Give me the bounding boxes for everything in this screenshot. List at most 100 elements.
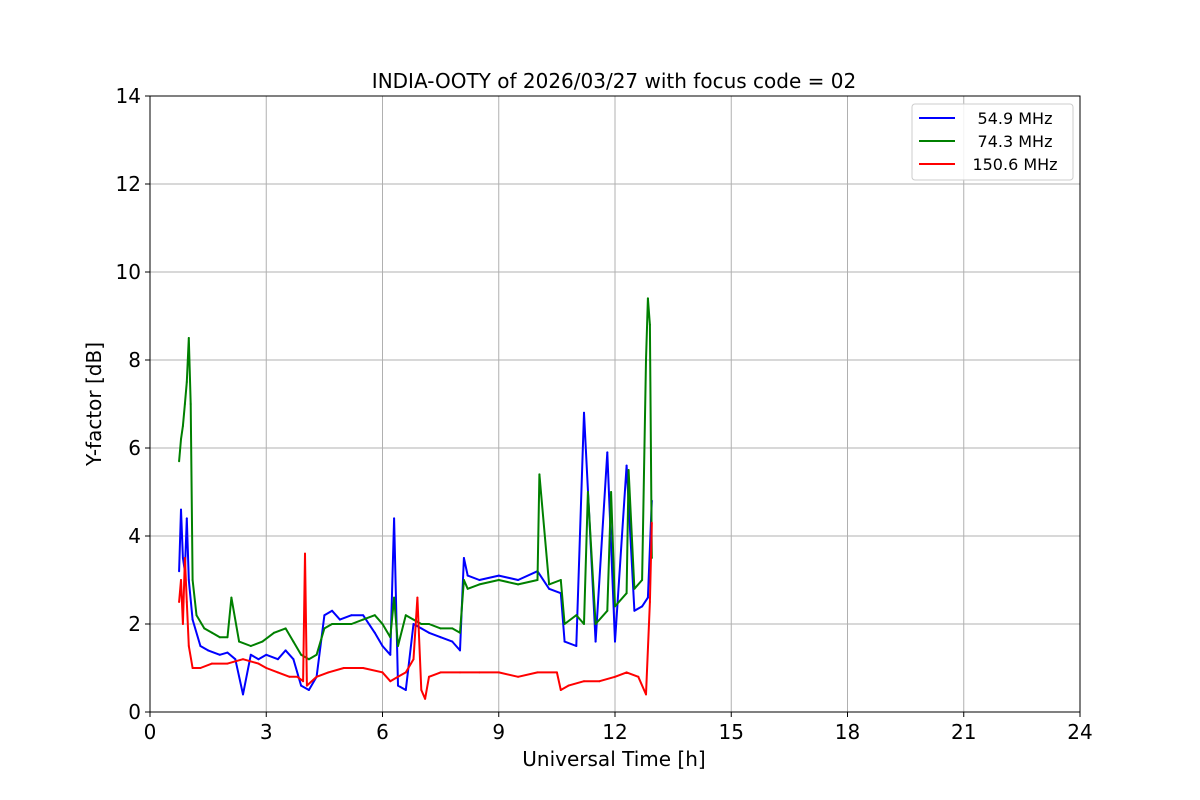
data-point <box>323 614 326 617</box>
data-point <box>199 667 202 669</box>
data-point <box>300 653 303 656</box>
series-2 <box>178 297 653 661</box>
data-point <box>381 623 384 625</box>
data-point <box>315 675 318 678</box>
data-point <box>242 658 244 661</box>
data-point <box>583 623 585 625</box>
data-point <box>191 579 194 581</box>
data-point <box>466 574 469 577</box>
data-point <box>606 451 609 454</box>
data-point <box>420 623 423 625</box>
data-point <box>185 601 188 603</box>
data-point <box>257 662 260 665</box>
x-tick-label: 0 <box>144 720 157 744</box>
data-point <box>185 517 188 520</box>
data-point <box>207 649 210 652</box>
data-point <box>185 381 188 383</box>
data-point <box>633 587 636 590</box>
data-point <box>180 579 182 581</box>
data-point <box>203 627 206 630</box>
data-point <box>478 671 481 674</box>
x-ticks: 0 3 6 9 12 15 18 21 24 <box>144 712 1093 744</box>
data-point <box>195 614 198 617</box>
data-point <box>497 574 500 577</box>
data-point <box>350 614 353 617</box>
data-point <box>559 689 562 691</box>
data-point <box>439 671 442 674</box>
data-point <box>416 596 419 599</box>
data-point <box>181 425 184 427</box>
data-point <box>538 473 541 476</box>
y-tick-label: 14 <box>116 84 141 108</box>
data-point <box>226 651 229 654</box>
x-tick-label: 9 <box>492 720 505 744</box>
data-point <box>304 552 306 555</box>
data-point <box>517 583 520 586</box>
data-point <box>191 618 194 621</box>
data-point <box>300 684 303 687</box>
y-axis-label: Y-factor [dB] <box>82 342 106 467</box>
data-point <box>627 469 630 471</box>
data-point <box>478 579 481 581</box>
y-tick-label: 0 <box>128 700 141 724</box>
data-point <box>420 627 423 630</box>
data-point <box>594 640 597 643</box>
data-point <box>211 662 213 665</box>
data-point <box>641 579 644 581</box>
data-point <box>373 614 376 617</box>
data-point <box>614 640 616 643</box>
data-point <box>641 605 644 608</box>
data-point <box>315 653 318 656</box>
data-point <box>178 460 181 463</box>
data-point <box>648 323 651 326</box>
y-tick-label: 4 <box>128 524 141 548</box>
series-layer <box>178 297 653 700</box>
data-point <box>393 517 396 520</box>
data-point <box>276 671 279 674</box>
data-point <box>633 609 636 612</box>
legend: 54.9 MHz 74.3 MHz 150.6 MHz <box>911 103 1074 181</box>
data-point <box>249 653 252 656</box>
data-point <box>412 618 415 621</box>
data-point <box>338 623 341 625</box>
data-point <box>307 689 310 691</box>
data-point <box>645 693 647 696</box>
data-point <box>373 631 376 634</box>
data-point <box>389 680 392 683</box>
data-point <box>191 667 194 669</box>
data-point <box>517 579 520 581</box>
data-point <box>257 658 260 661</box>
data-point <box>218 636 221 639</box>
data-point <box>586 491 589 493</box>
data-point <box>187 645 190 647</box>
data-point <box>249 645 252 647</box>
chart-title: INDIA-OOTY of 2026/03/27 with focus code… <box>372 69 856 93</box>
data-point <box>323 627 326 630</box>
data-point <box>563 623 566 625</box>
data-point <box>645 359 647 361</box>
data-point <box>625 671 628 674</box>
grid <box>150 96 1080 712</box>
data-point <box>606 609 609 612</box>
y-tick-label: 10 <box>116 260 141 284</box>
data-point <box>211 631 213 634</box>
data-point <box>598 680 601 683</box>
data-point <box>284 627 287 630</box>
data-point <box>362 667 365 669</box>
data-point <box>327 671 330 674</box>
data-point <box>646 297 649 300</box>
data-point <box>497 671 500 674</box>
data-point <box>439 636 442 639</box>
data-point <box>614 675 616 678</box>
data-point <box>273 631 275 634</box>
data-point <box>439 627 442 630</box>
data-point <box>292 640 295 643</box>
data-point <box>648 601 651 603</box>
data-point <box>594 623 597 625</box>
data-point <box>428 623 430 625</box>
data-point <box>381 671 384 674</box>
y-tick-label: 6 <box>128 436 141 460</box>
data-point <box>276 658 279 661</box>
data-point <box>189 403 192 405</box>
data-point <box>650 521 653 524</box>
